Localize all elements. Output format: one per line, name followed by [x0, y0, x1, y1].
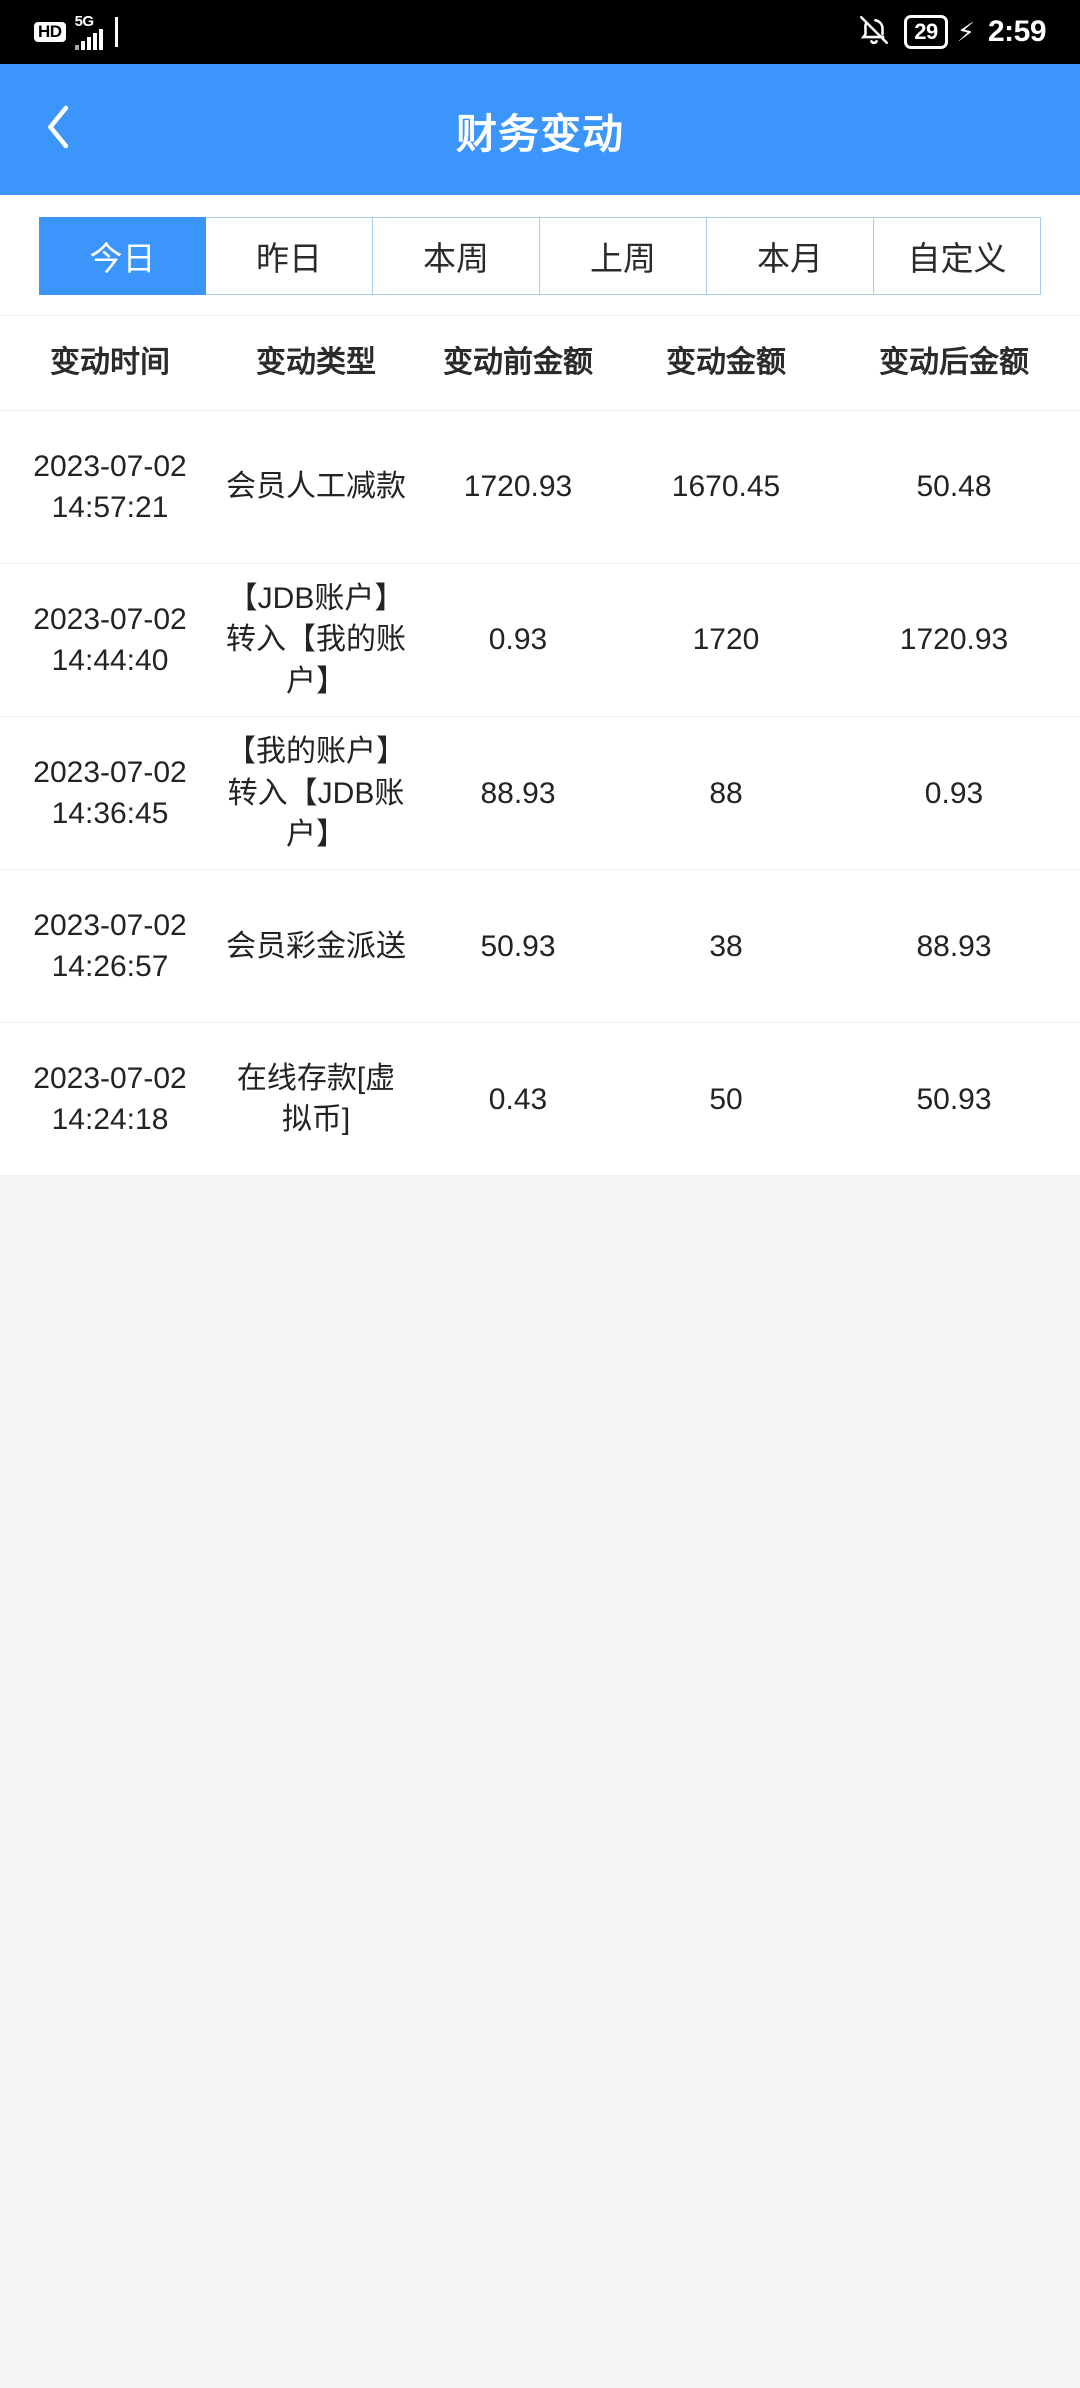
cell-type: 会员人工减款 — [226, 470, 406, 504]
cell-after: 88.93 — [916, 929, 992, 963]
battery-icon: 29 — [904, 15, 948, 49]
signal-strength-icon — [74, 29, 103, 50]
column-header-amount: 变动金额 — [666, 346, 786, 380]
cell-time-text: 14:57:21 — [51, 491, 169, 524]
cell-type: 【JDB账户】转入【我的账户】 — [226, 582, 406, 698]
table-row[interactable]: 2023-07-02 14:26:57 会员彩金派送 50.93 38 88.93 — [0, 870, 1080, 1024]
clock-label: 2:59 — [987, 15, 1047, 48]
cell-time-text: 14:44:40 — [51, 644, 169, 678]
column-header-before: 变动前金额 — [443, 346, 593, 380]
tab-this-month[interactable]: 本月 — [707, 217, 874, 295]
tab-custom[interactable]: 自定义 — [874, 217, 1041, 295]
tab-last-week[interactable]: 上周 — [540, 217, 707, 295]
cell-amount: 88 — [709, 776, 743, 810]
cell-before: 1720.93 — [463, 470, 573, 504]
table-row[interactable]: 2023-07-02 14:44:40 【JDB账户】转入【我的账户】 0.93 … — [0, 564, 1080, 718]
column-header-type: 变动类型 — [256, 346, 376, 380]
signal-bars-icon: 5G — [74, 13, 103, 50]
table-header-row: 变动时间 变动类型 变动前金额 变动金额 变动后金额 — [0, 316, 1080, 411]
tab-yesterday[interactable]: 昨日 — [206, 217, 373, 295]
cell-before: 88.93 — [480, 776, 556, 810]
charging-bolt-icon: ⚡ — [956, 17, 975, 47]
cell-amount: 38 — [709, 929, 743, 963]
signal-extra-bar-icon — [114, 17, 118, 47]
cell-date-text: 2023-07-02 — [33, 1061, 187, 1095]
cell-time-text: 14:36:45 — [51, 797, 169, 831]
cell-time: 2023-07-02 14:26:57 — [0, 905, 220, 988]
page-title: 财务变动 — [456, 110, 624, 157]
cell-time-text: 14:26:57 — [51, 950, 169, 984]
cell-after: 0.93 — [924, 776, 984, 810]
back-chevron-icon — [37, 101, 81, 158]
cell-time: 2023-07-02 14:57:21 — [0, 446, 220, 529]
cell-date-text: 2023-07-02 — [33, 449, 187, 483]
column-header-time: 变动时间 — [50, 346, 170, 380]
back-button[interactable] — [22, 93, 96, 167]
cell-type: 【我的账户】转入【JDB账户】 — [226, 735, 406, 851]
table-row[interactable]: 2023-07-02 14:57:21 会员人工减款 1720.93 1670.4… — [0, 411, 1080, 564]
tab-this-week[interactable]: 本周 — [373, 217, 540, 295]
cell-amount: 50 — [709, 1082, 743, 1116]
filter-tab-bar: 今日 昨日 本周 上周 本月 自定义 — [0, 195, 1080, 316]
status-bar-right: 29 ⚡ 2:59 — [857, 13, 1047, 52]
cell-amount: 1670.45 — [671, 470, 781, 504]
status-bar: HD 5G 29 ⚡ 2:59 — [0, 0, 1080, 64]
column-header-after: 变动后金额 — [879, 346, 1029, 380]
cell-time: 2023-07-02 14:24:18 — [0, 1058, 220, 1141]
status-bar-left: HD 5G — [34, 14, 118, 50]
finance-change-table: 变动时间 变动类型 变动前金额 变动金额 变动后金额 2023-07-02 14:… — [0, 316, 1080, 1177]
cell-date-text: 2023-07-02 — [33, 755, 187, 789]
cell-date-text: 2023-07-02 — [33, 602, 187, 636]
table-row[interactable]: 2023-07-02 14:24:18 在线存款[虚拟币] 0.43 50 50.… — [0, 1023, 1080, 1177]
cell-time: 2023-07-02 14:44:40 — [0, 599, 220, 682]
cell-type: 会员彩金派送 — [226, 929, 406, 963]
app-header: 财务变动 — [0, 64, 1080, 195]
cell-before: 0.43 — [488, 1082, 548, 1116]
tab-today[interactable]: 今日 — [39, 217, 206, 295]
hd-icon: HD — [34, 22, 66, 42]
network-type-label: 5G — [74, 13, 95, 30]
cell-date-text: 2023-07-02 — [33, 908, 187, 942]
cell-before: 50.93 — [480, 929, 556, 963]
cell-after: 1720.93 — [899, 623, 1009, 657]
table-row[interactable]: 2023-07-02 14:36:45 【我的账户】转入【JDB账户】 88.93… — [0, 717, 1080, 871]
cell-amount: 1720 — [692, 623, 760, 657]
cell-time: 2023-07-02 14:36:45 — [0, 752, 220, 835]
filter-tabs: 今日 昨日 本周 上周 本月 自定义 — [39, 217, 1041, 295]
cell-after: 50.48 — [916, 470, 992, 504]
cell-after: 50.93 — [916, 1082, 992, 1116]
cell-type: 在线存款[虚拟币] — [236, 1061, 396, 1137]
cell-time-text: 14:24:18 — [51, 1103, 169, 1137]
bell-mute-icon — [857, 13, 891, 52]
cell-before: 0.93 — [488, 623, 548, 657]
